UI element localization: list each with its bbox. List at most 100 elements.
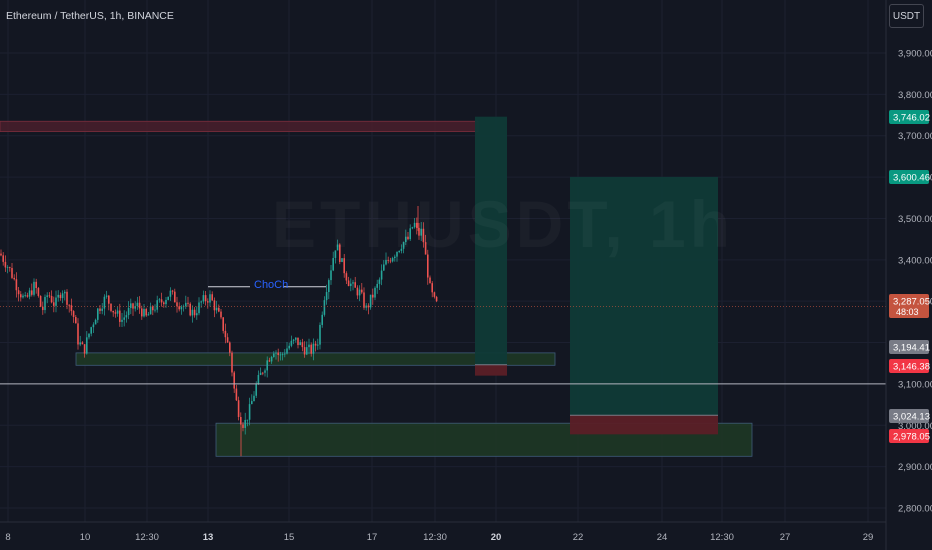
candle-body: [77, 323, 79, 345]
candle-body: [215, 307, 218, 311]
candle-body: [251, 401, 253, 405]
candle-body: [110, 303, 112, 311]
demand-zone: [75, 352, 556, 366]
candle-body: [374, 287, 376, 298]
candle-body: [53, 302, 55, 306]
position-stop-area: [570, 415, 718, 435]
candle-body: [202, 295, 205, 302]
candle-body: [224, 330, 227, 338]
candle-body: [268, 360, 271, 362]
candle-body: [402, 242, 405, 249]
candle-body: [33, 281, 35, 295]
candle-body: [193, 309, 196, 316]
candle-body: [163, 302, 165, 305]
candle-body: [204, 295, 207, 302]
candle-body: [400, 248, 403, 251]
price-label-text: 3,600.46: [893, 173, 930, 184]
price-label-text: 3,024.13: [893, 412, 930, 423]
candle-body: [266, 360, 268, 371]
candle-body: [46, 295, 48, 297]
candle-body: [435, 296, 438, 302]
time-tick-label: 13: [203, 532, 214, 543]
candle-body: [383, 264, 385, 271]
candle-body: [431, 283, 433, 293]
candle-body: [367, 305, 370, 308]
candle-body: [174, 291, 176, 303]
candle-body: [64, 291, 66, 294]
price-label-tag: [889, 409, 929, 423]
price-tick-label: 3,800.00: [898, 90, 932, 101]
candle-body: [330, 270, 332, 281]
currency-unit-button[interactable]: USDT: [889, 4, 924, 28]
candle-body: [92, 324, 95, 328]
candle-body: [70, 305, 73, 312]
candle-body: [369, 294, 372, 308]
price-label-text: 3,194.41: [893, 343, 930, 354]
price-label-tag: [889, 429, 929, 443]
candle-body: [20, 294, 22, 298]
candle-body: [213, 300, 216, 311]
candle-body: [222, 317, 224, 331]
candle-body: [310, 344, 312, 354]
candle-body: [303, 347, 306, 355]
price-tick-label: 3,000.00: [898, 421, 932, 432]
candle-body: [246, 419, 249, 421]
candle-body: [387, 259, 389, 261]
candle-body: [244, 419, 246, 428]
candle-body: [235, 388, 238, 401]
candle-body: [328, 280, 330, 293]
candle-body: [141, 308, 143, 317]
candle-body: [418, 227, 420, 236]
candle-body: [290, 340, 293, 346]
price-label-text: 3,287.05: [893, 297, 930, 308]
candle-body: [231, 352, 233, 373]
candle-body: [332, 257, 334, 271]
candle-body: [37, 288, 40, 296]
candle-body: [119, 310, 121, 322]
candle-body: [277, 352, 279, 356]
candle-body: [4, 261, 7, 268]
candle-body: [380, 270, 383, 280]
time-tick-label: 27: [780, 532, 791, 543]
price-label-text: 3,146.38: [893, 362, 930, 373]
candle-body: [200, 301, 202, 303]
candle-body: [24, 295, 26, 297]
candle-body: [130, 303, 132, 308]
position-stop-area: [475, 364, 507, 376]
candles-layer: [0, 206, 438, 457]
candle-body: [123, 317, 125, 320]
candle-body: [165, 299, 167, 305]
candle-body: [207, 301, 209, 303]
candle-body: [191, 309, 194, 316]
candle-body: [160, 299, 163, 303]
candle-body: [396, 252, 398, 257]
candle-body: [103, 296, 106, 309]
candle-body: [237, 400, 240, 417]
time-tick-label: 12:30: [710, 532, 734, 543]
candle-body: [288, 345, 290, 349]
candle-body: [17, 290, 20, 295]
candle-body: [273, 353, 275, 358]
chart-title[interactable]: Ethereum / TetherUS, 1h, BINANCE: [6, 10, 174, 22]
time-tick-label: 8: [5, 532, 10, 543]
candle-body: [79, 342, 81, 345]
candle-body: [178, 306, 180, 310]
candle-body: [354, 282, 356, 288]
symbol-watermark: ETHUSDT, 1h: [272, 186, 734, 262]
candle-body: [187, 302, 189, 304]
candle-body: [218, 307, 220, 312]
candle-body: [226, 337, 229, 343]
price-label-tag: [889, 294, 929, 318]
candle-body: [233, 372, 235, 389]
candle-body: [407, 236, 409, 240]
time-tick-label: 10: [80, 532, 91, 543]
candle-body: [292, 339, 295, 341]
candle-body: [26, 295, 29, 297]
candle-body: [334, 250, 337, 258]
candle-body: [176, 302, 178, 307]
candle-body: [427, 254, 429, 278]
candle-body: [211, 294, 213, 301]
candle-body: [167, 296, 169, 300]
candle-body: [132, 303, 134, 309]
